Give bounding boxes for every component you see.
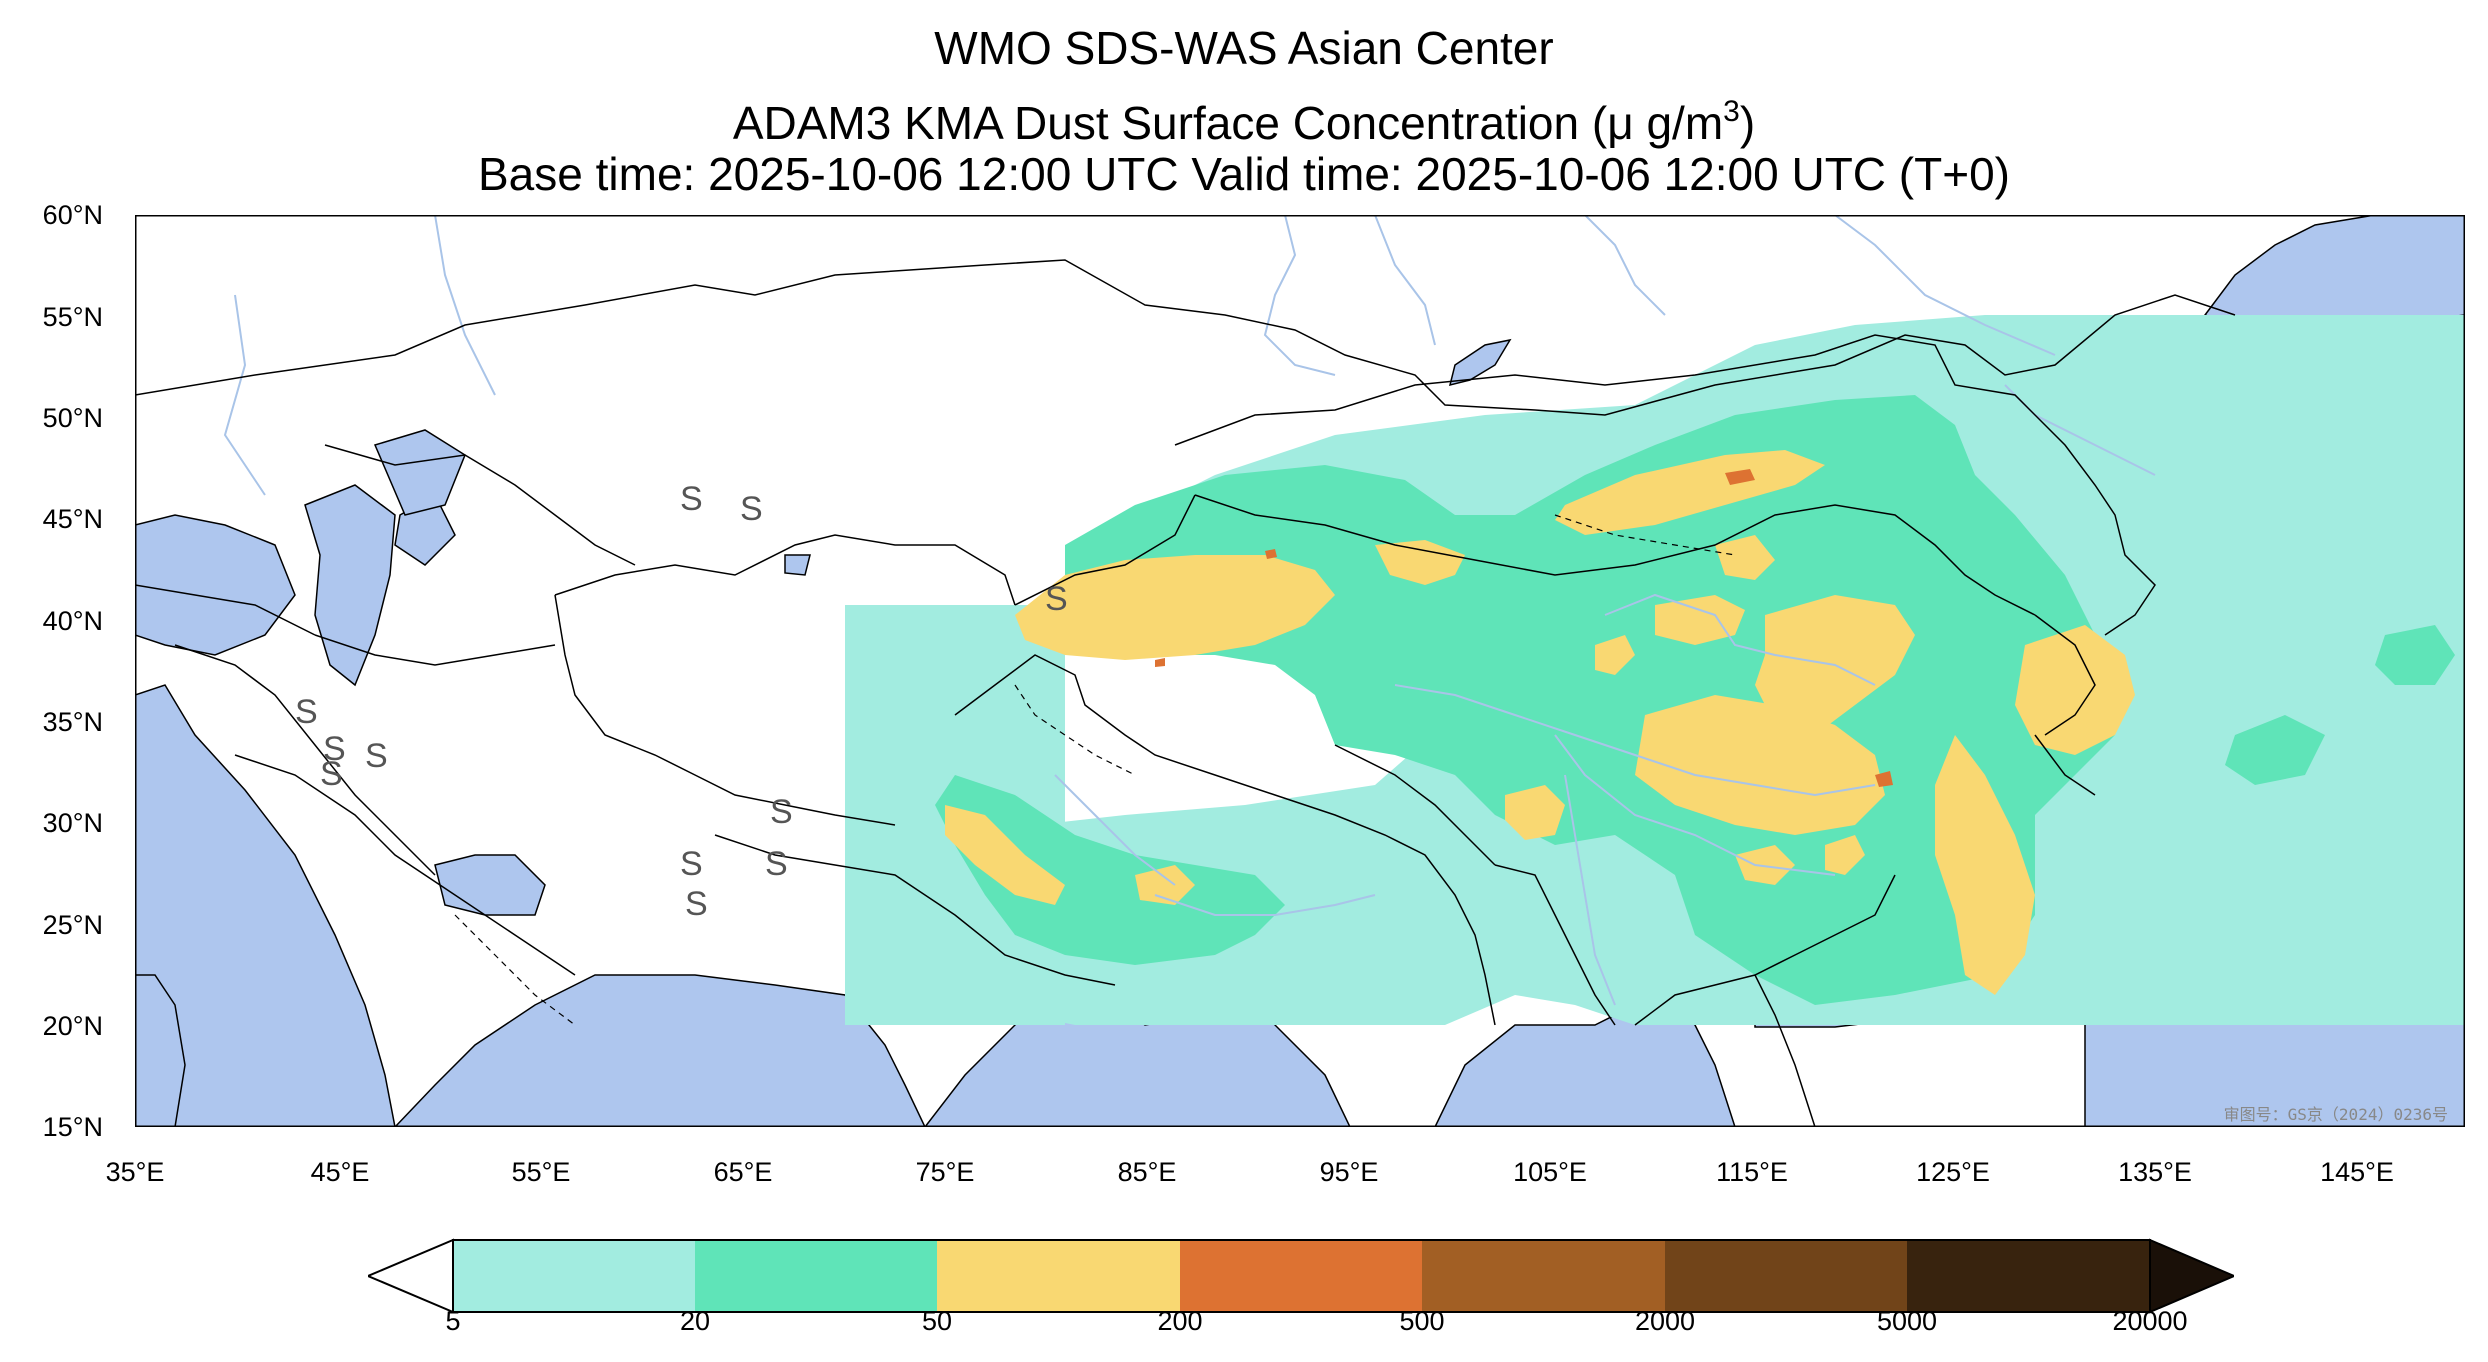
lon-label-115e: 115°E [1716, 1157, 1788, 1187]
lon-label-55e: 55°E [511, 1157, 571, 1187]
colorbar [365, 1236, 2237, 1316]
lat-label-35n: 35°N [42, 707, 103, 737]
dust-symbol-7: S [320, 755, 343, 793]
colorbar-bin-20-50 [695, 1240, 937, 1312]
colorbar-label-5000: 5000 [1876, 1306, 1938, 1336]
colorbar-bin-50-200 [937, 1240, 1180, 1312]
colorbar-bin-500-2000 [1422, 1240, 1665, 1312]
lon-label-95e: 95°E [1319, 1157, 1379, 1187]
lat-label-40n: 40°N [42, 606, 103, 636]
dust-symbol-5: S [323, 730, 346, 768]
lon-label-35e: 35°E [105, 1157, 165, 1187]
subtitle-unit: μ g/m [1607, 97, 1724, 149]
dust-symbol-6: S [365, 737, 388, 775]
lon-label-125e: 125°E [1916, 1157, 1990, 1187]
dust-concentration-map: S S S S S S S S S S S [135, 215, 2465, 1127]
lat-label-15n: 15°N [42, 1112, 103, 1142]
colorbar-label-20: 20 [679, 1306, 711, 1336]
lon-label-45e: 45°E [310, 1157, 370, 1187]
lon-label-145e: 145°E [2320, 1157, 2394, 1187]
dust-symbol-2: S [740, 490, 763, 528]
colorbar-bin-200-500 [1180, 1240, 1422, 1312]
colorbar-label-500: 500 [1399, 1306, 1445, 1336]
disputed-borders [454, 514, 1736, 1026]
dust-symbol-3: S [1045, 580, 1068, 618]
dust-north-china-plain [1635, 695, 1885, 835]
map-approval-number: 审图号：GS京（2024）0236号 [2223, 1105, 2448, 1124]
lon-label-135e: 135°E [2118, 1157, 2192, 1187]
dust-symbol-8: S [770, 793, 793, 831]
dust-symbol-1: S [680, 480, 703, 518]
colorbar-label-200: 200 [1157, 1306, 1203, 1336]
dust-symbol-4: S [295, 693, 318, 731]
colorbar-bin-2000-5000 [1665, 1240, 1907, 1312]
lon-label-105e: 105°E [1513, 1157, 1587, 1187]
colorbar-over-extension [2149, 1238, 2237, 1314]
dust-symbol-9: S [680, 845, 703, 883]
dust-mongolia [1555, 450, 1825, 535]
chart-title: WMO SDS-WAS Asian Center [934, 22, 1554, 74]
lat-label-20n: 20°N [42, 1011, 103, 1041]
colorbar-bin-5-20 [453, 1240, 695, 1312]
colorbar-frame [452, 1239, 2151, 1313]
lat-label-30n: 30°N [42, 808, 103, 838]
dust-korea [2015, 625, 2135, 755]
colorbar-label-2000: 2000 [1634, 1306, 1696, 1336]
lon-label-65e: 65°E [713, 1157, 773, 1187]
colorbar-label-50: 50 [921, 1306, 953, 1336]
subtitle-suffix: ) [1739, 97, 1756, 149]
lat-label-60n: 60°N [42, 200, 103, 230]
colorbar-label-20000: 20000 [2112, 1306, 2188, 1336]
dust-taklamakan [1015, 555, 1335, 660]
dust-symbol-10: S [765, 845, 788, 883]
colorbar-bin-5000-20000 [1907, 1240, 2150, 1312]
colorbar-label-5: 5 [445, 1306, 461, 1336]
lat-label-55n: 55°N [42, 302, 103, 332]
time-info: Base time: 2025-10-06 12:00 UTC Valid ti… [478, 148, 2010, 200]
country-borders [135, 259, 2236, 1127]
lon-label-85e: 85°E [1117, 1157, 1177, 1187]
dust-symbol-11: S [685, 885, 708, 923]
subtitle-prefix: ADAM3 KMA Dust Surface Concentration ( [732, 97, 1608, 149]
dust-field-200-500 [1155, 469, 1893, 787]
chart-subtitle: ADAM3 KMA Dust Surface Concentration (μ … [0, 84, 2488, 151]
lat-label-25n: 25°N [42, 910, 103, 940]
lat-label-45n: 45°N [42, 504, 103, 534]
lon-label-75e: 75°E [915, 1157, 975, 1187]
lat-label-50n: 50°N [42, 403, 103, 433]
colorbar-under-extension [365, 1238, 454, 1314]
subtitle-unit-exponent: 3 [1723, 95, 1740, 128]
dust-symbols: S S S S S S S S S S S [295, 480, 1068, 923]
